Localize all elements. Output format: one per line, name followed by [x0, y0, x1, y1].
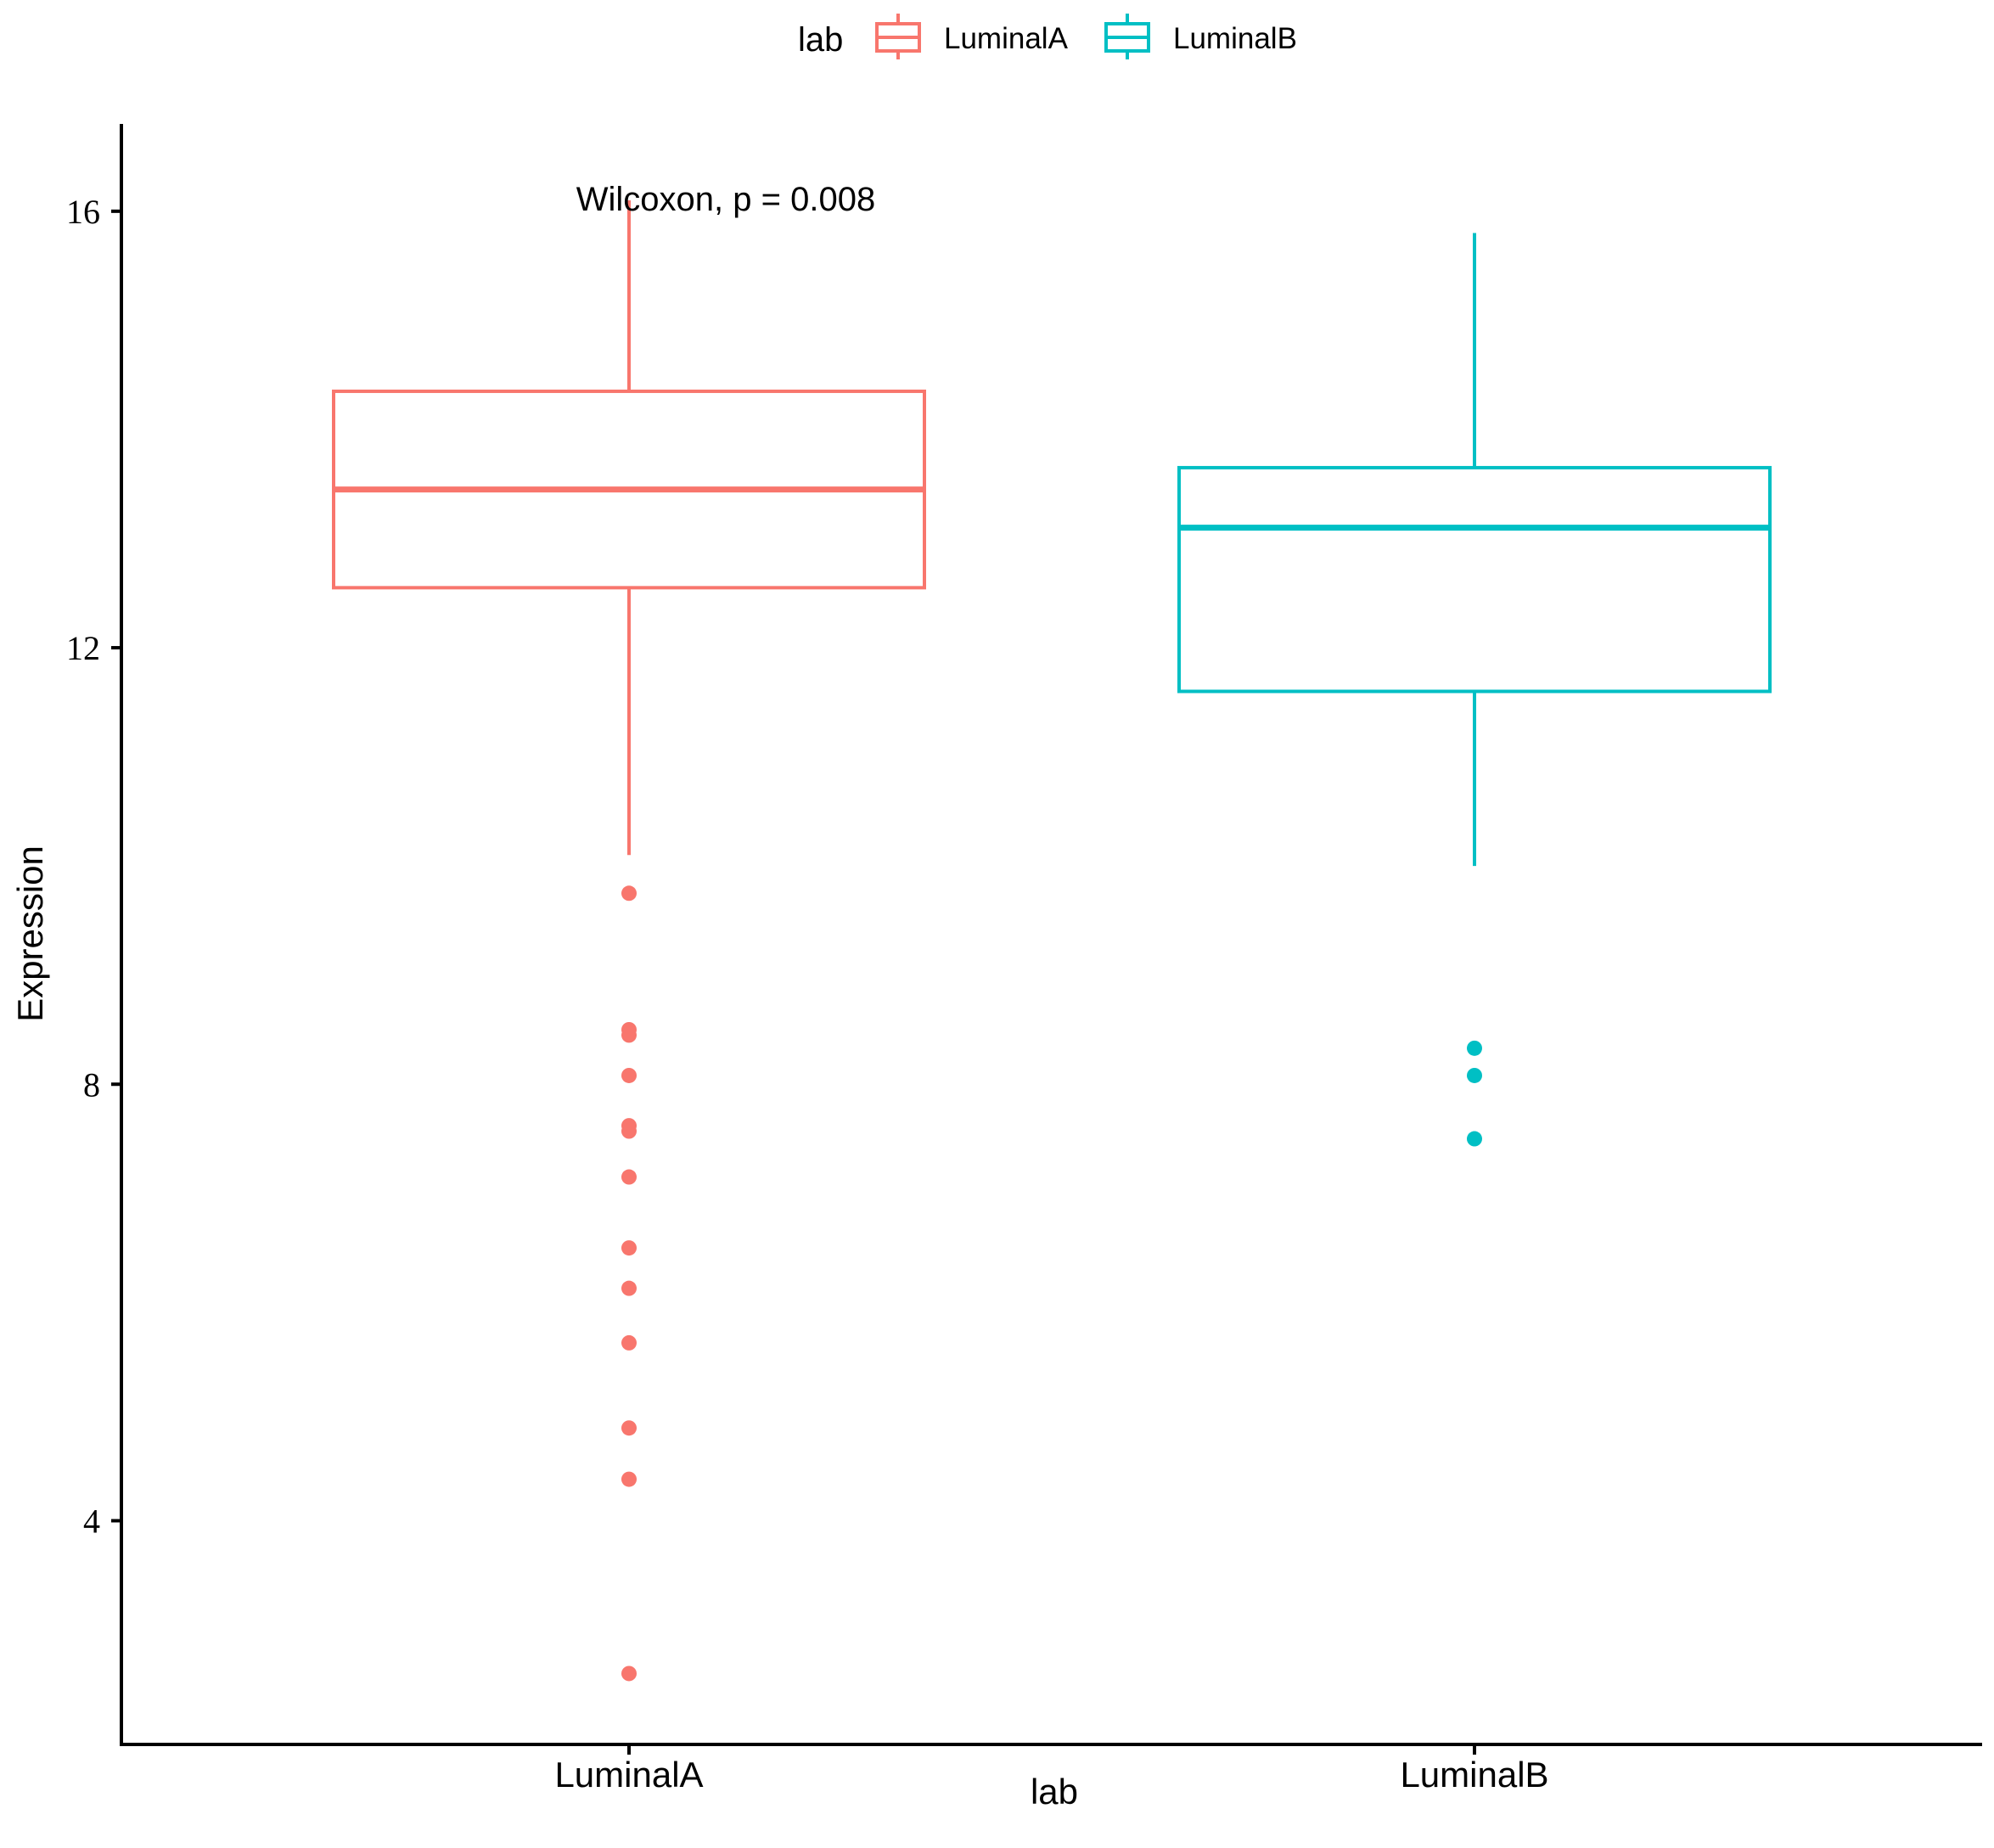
box-luminala [332, 199, 926, 856]
legend-key-luminalb [1104, 14, 1150, 59]
x-tick-label: LuminalB [1400, 1755, 1548, 1795]
outlier-point [1467, 1067, 1482, 1083]
outlier-point [621, 1471, 637, 1487]
y-tick-label: 4 [83, 1502, 100, 1540]
outlier-point [1467, 1131, 1482, 1147]
y-tick-label: 12 [66, 629, 100, 667]
legend-key-luminala [875, 14, 921, 59]
outlier-point [1467, 1040, 1482, 1056]
boxes [332, 199, 1772, 867]
outlier-point [621, 1240, 637, 1256]
y-tick-label: 8 [83, 1065, 100, 1104]
y-tick-label: 16 [66, 193, 100, 231]
outlier-point [621, 1420, 637, 1436]
y-ticks: 4 8 12 16 [66, 193, 121, 1540]
legend-label-luminala: LuminalA [944, 22, 1069, 55]
box-luminalb [1177, 233, 1772, 867]
outlier-point [621, 1334, 637, 1351]
x-tick-label: LuminalA [554, 1755, 703, 1795]
iqr-box [1177, 465, 1772, 694]
legend-title: lab [798, 21, 843, 59]
outlier-point [621, 1169, 637, 1185]
outlier-point [621, 1067, 637, 1083]
outlier-point [621, 1123, 637, 1139]
legend-label-luminalb: LuminalB [1173, 22, 1297, 55]
outlier-point [621, 1280, 637, 1296]
outlier-point [621, 1665, 637, 1682]
outlier-point [621, 1027, 637, 1043]
outliers [621, 885, 1482, 1682]
x-axis-title: lab [1031, 1772, 1078, 1811]
legend: lab LuminalA LuminalB [798, 14, 1297, 59]
x-ticks: LuminalA LuminalB [554, 1744, 1549, 1795]
y-axis-title: Expression [10, 845, 50, 1022]
wilcoxon-annotation: Wilcoxon, p = 0.008 [576, 181, 875, 218]
outlier-point [621, 885, 637, 902]
